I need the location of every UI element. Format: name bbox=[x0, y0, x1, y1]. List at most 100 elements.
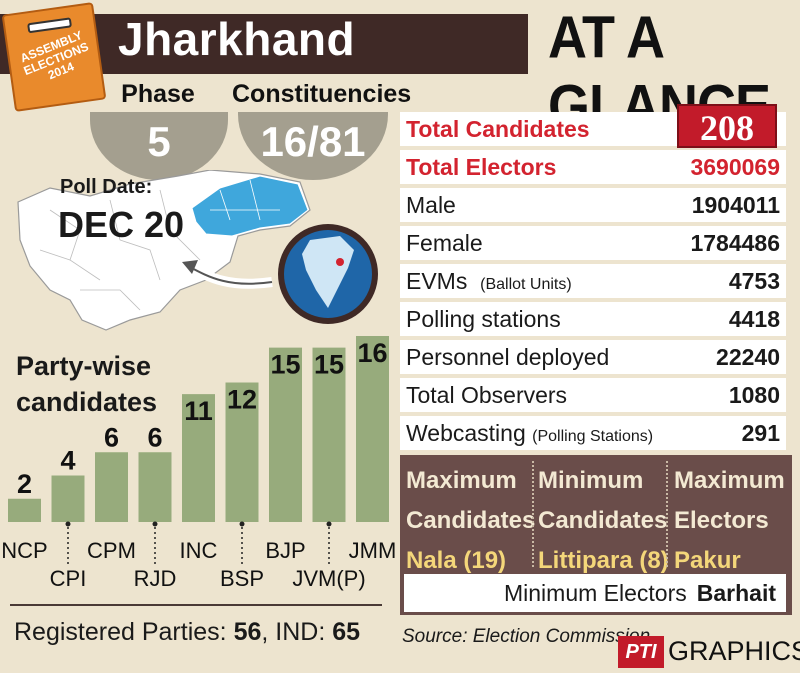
category-label: JVM(P) bbox=[292, 566, 365, 591]
ind-value: 65 bbox=[332, 618, 361, 646]
stat-row-webcasting: Webcasting (Polling Stations) 291 bbox=[400, 416, 786, 450]
stat-row-total-electors: Total Electors 3690069 bbox=[400, 150, 786, 184]
bar-jmm bbox=[356, 336, 389, 522]
bar-value-label: 12 bbox=[227, 385, 257, 415]
bar-value-label: 6 bbox=[104, 422, 119, 452]
extreme-divider bbox=[532, 461, 534, 567]
state-title: Jharkhand bbox=[118, 13, 356, 65]
poll-date-label: Poll Date: bbox=[60, 176, 153, 198]
bar-bsp bbox=[225, 382, 259, 522]
party-bar-chart: 2 NCP 4 CPI 6 CPM 6 RJD 11 INC 12 BSP 15 BJP 15 JVM(P) 1… bbox=[1, 336, 395, 591]
registered-label: Registered Parties: bbox=[14, 618, 227, 646]
bottom-rule bbox=[10, 604, 382, 606]
district-lines bbox=[39, 189, 201, 311]
stat-row-evms: EVMs (Ballot Units) 4753 bbox=[400, 264, 786, 298]
registered-parties: Registered Parties: 56, IND: 65 bbox=[14, 618, 361, 646]
bar-jvmp bbox=[312, 347, 346, 522]
stat-value: 22240 bbox=[716, 343, 780, 370]
stat-row-male: Male 1904011 bbox=[400, 188, 786, 222]
registered-value: 56 bbox=[233, 618, 262, 646]
chart-title-line1: Party-wise bbox=[16, 351, 152, 381]
stat-label: Polling stations bbox=[406, 305, 561, 332]
pti-logo: PTI bbox=[618, 636, 664, 668]
extreme-line2: Electors bbox=[674, 507, 769, 534]
min-electors-value: Barhait bbox=[696, 579, 776, 606]
stat-label: Female bbox=[406, 229, 483, 256]
extreme-line1: Minimum bbox=[538, 467, 644, 494]
category-label: CPI bbox=[50, 566, 87, 591]
stat-sublabel: (Polling Stations) bbox=[532, 427, 654, 445]
bar-value-label: 16 bbox=[357, 338, 387, 368]
bar-value-label: 6 bbox=[147, 422, 162, 452]
category-label: JMM bbox=[349, 538, 395, 563]
stat-value: 1904011 bbox=[691, 191, 780, 218]
category-leader-dot bbox=[65, 521, 71, 527]
category-leader-dot bbox=[152, 521, 158, 527]
india-globe-icon bbox=[278, 224, 378, 324]
bar-inc bbox=[182, 394, 215, 522]
stat-value: 4753 bbox=[728, 267, 780, 294]
logo-text: ASSEMBLY ELECTIONS 2014 bbox=[18, 27, 91, 83]
bar-value-label: 11 bbox=[184, 396, 213, 426]
chart-title: Party-wise candidates bbox=[16, 348, 157, 420]
min-electors-row: Minimum Electors Barhait bbox=[404, 574, 786, 612]
stat-row-polling-stations: Polling stations 4418 bbox=[400, 302, 786, 336]
category-label: BJP bbox=[265, 538, 305, 563]
bar-value-label: 15 bbox=[270, 350, 300, 380]
stat-label: Male bbox=[406, 191, 456, 218]
ballot-box-logo: ASSEMBLY ELECTIONS 2014 bbox=[1, 2, 107, 112]
bar-ncp bbox=[8, 498, 41, 522]
source-note: Source: Election Commission bbox=[402, 626, 651, 647]
bar-value-label: 4 bbox=[60, 446, 75, 476]
bar-cpi bbox=[51, 475, 85, 522]
stat-value: 3690069 bbox=[690, 153, 780, 180]
bar-bjp bbox=[269, 347, 302, 522]
extreme-max-electors: Maximum Electors Pakur bbox=[674, 461, 785, 581]
extreme-value: Pakur bbox=[674, 547, 741, 574]
extreme-line1: Maximum bbox=[406, 467, 517, 494]
bar-value-label: 2 bbox=[17, 469, 32, 499]
category-label: RJD bbox=[134, 566, 177, 591]
category-leader-dot bbox=[239, 521, 245, 527]
extreme-line1: Maximum bbox=[674, 467, 785, 494]
stat-value: 1784486 bbox=[690, 229, 780, 256]
extreme-value: Nala (19) bbox=[406, 547, 507, 574]
stat-row-personnel: Personnel deployed 22240 bbox=[400, 340, 786, 374]
stat-label: Total Candidates bbox=[406, 115, 590, 142]
constituencies-label: Constituencies bbox=[232, 80, 412, 108]
category-leader-dot bbox=[326, 521, 332, 527]
category-label: CPM bbox=[87, 538, 136, 563]
extreme-max-candidates: Maximum Candidates Nala (19) bbox=[406, 461, 535, 581]
category-label: INC bbox=[180, 538, 218, 563]
extreme-line2: Candidates bbox=[406, 507, 536, 534]
chart-title-line2: candidates bbox=[16, 387, 158, 417]
stat-value: 4418 bbox=[728, 305, 780, 332]
extreme-divider bbox=[666, 461, 668, 567]
stat-sublabel: (Ballot Units) bbox=[480, 275, 572, 293]
poll-date-value: DEC 20 bbox=[58, 204, 185, 245]
min-electors-label: Minimum Electors bbox=[503, 579, 687, 606]
stat-label: Webcasting bbox=[406, 419, 526, 446]
polling-constituencies-highlight bbox=[191, 175, 309, 237]
stat-row-female: Female 1784486 bbox=[400, 226, 786, 260]
bar-value-label: 15 bbox=[314, 350, 344, 380]
category-label: BSP bbox=[220, 566, 264, 591]
stat-label: EVMs bbox=[406, 267, 468, 294]
total-candidates-badge: 208 bbox=[677, 104, 777, 148]
extreme-value: Littipara (8) bbox=[538, 547, 669, 574]
bar-cpm bbox=[95, 452, 128, 522]
category-label: NCP bbox=[1, 538, 47, 563]
stat-label: Total Observers bbox=[406, 381, 568, 408]
ind-label: IND: bbox=[275, 618, 326, 646]
phase-label: Phase bbox=[121, 80, 195, 108]
jharkhand-map bbox=[17, 170, 378, 331]
extreme-line2: Candidates bbox=[538, 507, 668, 534]
stat-value: 1080 bbox=[728, 381, 780, 408]
stat-value: 291 bbox=[741, 419, 780, 446]
stat-label: Total Electors bbox=[406, 153, 557, 180]
stat-row-observers: Total Observers 1080 bbox=[400, 378, 786, 412]
bar-rjd bbox=[138, 452, 172, 522]
stat-label: Personnel deployed bbox=[406, 343, 610, 370]
pti-graphics-label: GRAPHICS bbox=[668, 636, 800, 666]
ballot-slot-icon bbox=[27, 17, 73, 34]
